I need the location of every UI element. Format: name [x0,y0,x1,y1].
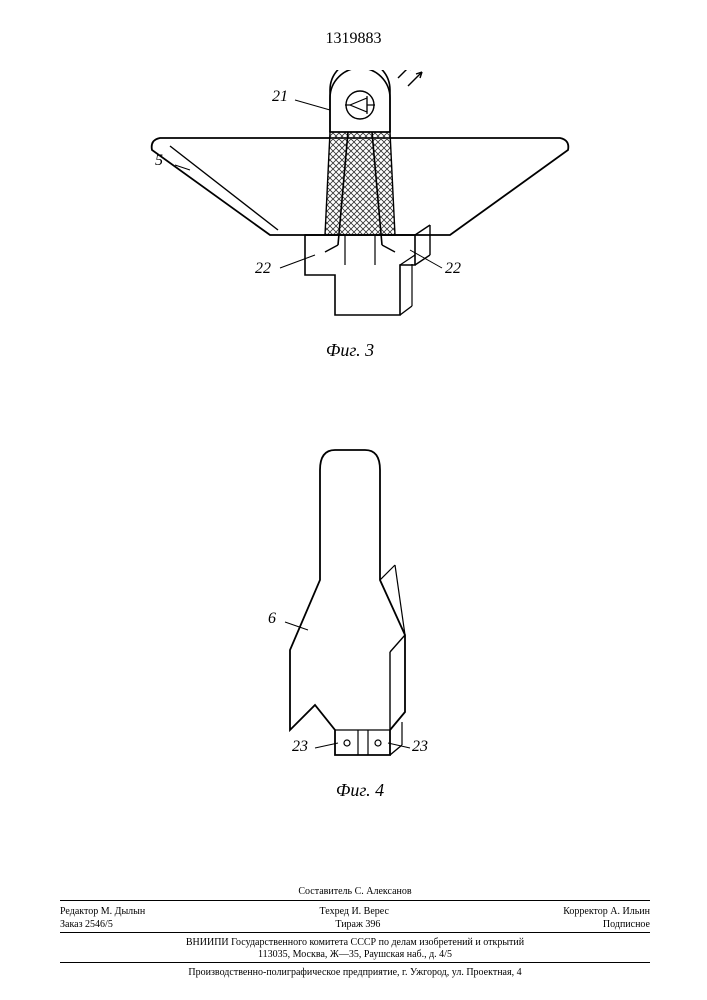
callout-21: 21 [272,88,288,106]
figure-3-svg [120,70,580,370]
figure-4-svg [230,440,490,820]
callout-6: 6 [268,610,276,628]
footer-rule-1 [60,900,650,901]
page: 1319883 [0,0,707,1000]
callout-22-left: 22 [255,260,271,278]
footer-rule-2 [60,932,650,933]
footer-subscription: Подписное [603,918,650,931]
footer-tech: Техред И. Верес [320,905,389,918]
document-number: 1319883 [0,30,707,48]
callout-5: 5 [155,152,163,170]
footer-rule-3 [60,962,650,963]
footer-row-1: Редактор М. Дылын Техред И. Верес Коррек… [60,905,650,918]
callout-23-right: 23 [412,738,428,756]
callout-22-right: 22 [445,260,461,278]
footer-corrector: Корректор А. Ильин [563,905,650,918]
footer-circulation: Тираж 396 [335,918,380,931]
footer-editor: Редактор М. Дылын [60,905,145,918]
figure-3: 21 5 22 22 Фиг. 3 [120,70,580,370]
footer-addr1: 113035, Москва, Ж—35, Раушская наб., д. … [60,948,650,961]
figure-4-caption: Фиг. 4 [230,780,490,801]
footer-org2: Производственно-полиграфическое предприя… [60,966,650,979]
callout-23-left: 23 [292,738,308,756]
figure-4: 6 23 23 Фиг. 4 [230,440,490,820]
footer-compiler: Составитель С. Алексанов [60,885,650,898]
footer-order: Заказ 2546/5 [60,918,113,931]
footer-row-2: Заказ 2546/5 Тираж 396 Подписное [60,918,650,931]
figure-3-caption: Фиг. 3 [120,340,580,361]
